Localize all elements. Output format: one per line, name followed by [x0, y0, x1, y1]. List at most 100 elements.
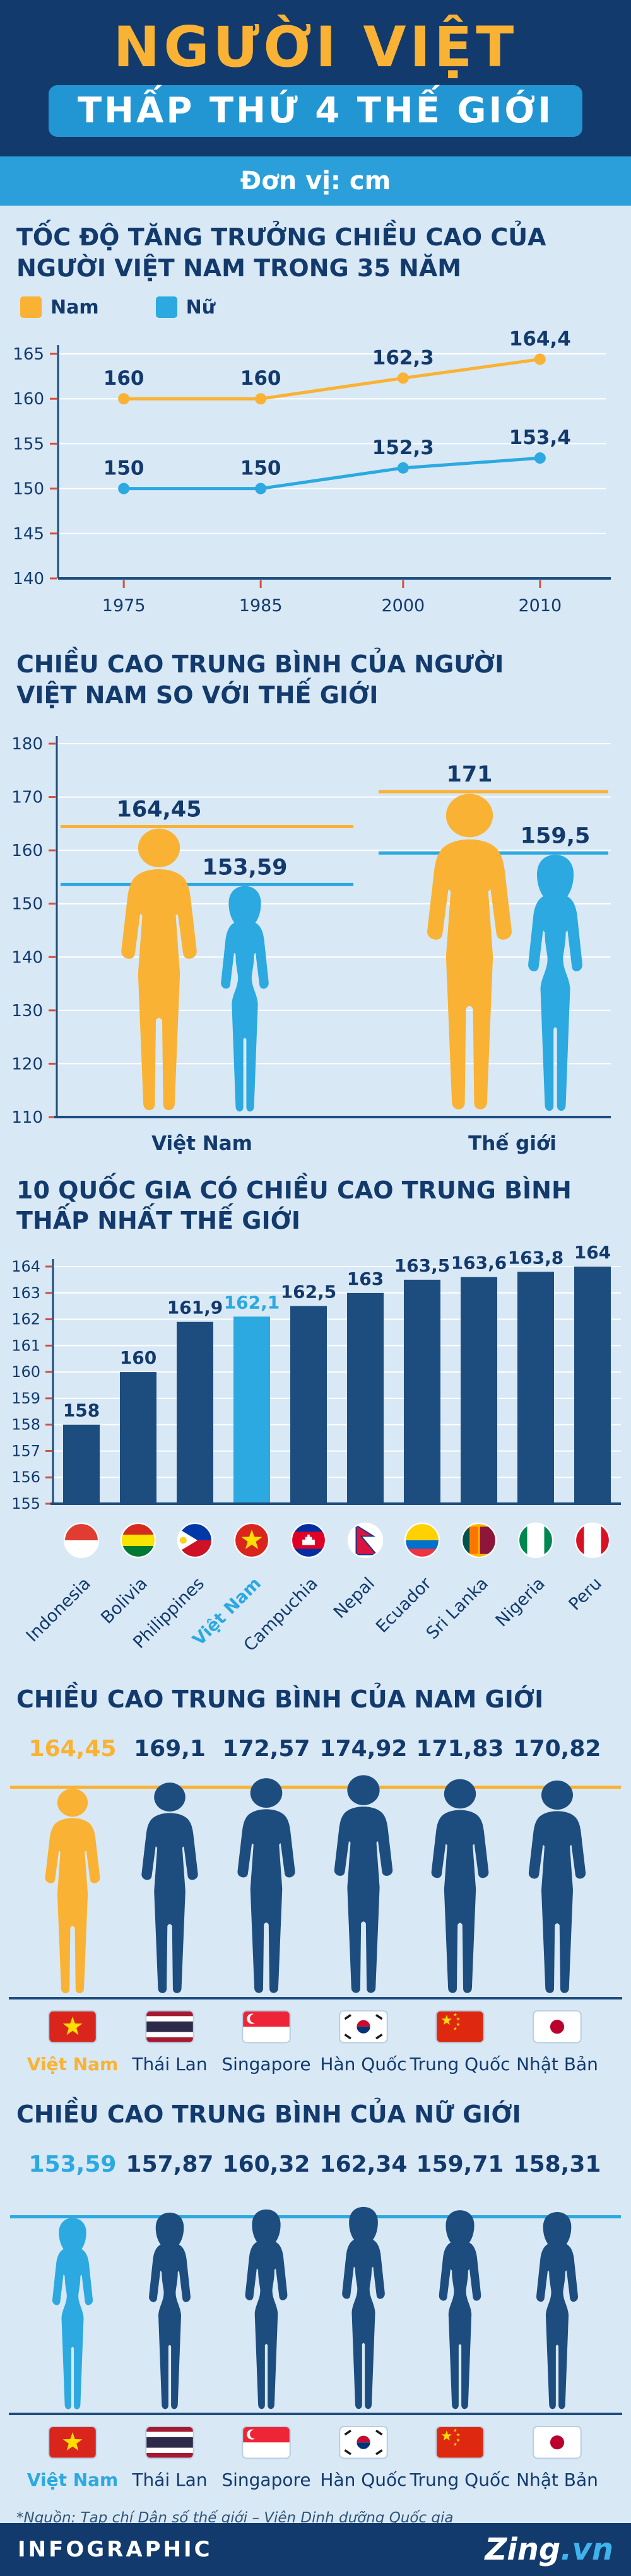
woman-figure-Nhật Bản: [536, 2211, 579, 2409]
male-value-label: 164,45: [116, 797, 201, 822]
country-label: Sri Lanka: [423, 1574, 492, 1643]
rect-shape: [146, 2037, 194, 2043]
country-label: Bolivia: [97, 1574, 151, 1628]
rect-shape: [121, 1523, 156, 1535]
data-point: [534, 353, 546, 365]
g-shape: [178, 1523, 213, 1557]
rect-shape: [375, 2449, 383, 2456]
flag-vietnam: [48, 2010, 97, 2044]
value-label: 164,45: [29, 1736, 117, 1762]
section-men-title: CHIỀU CAO TRUNG BÌNH CỦA NAM GIỚI: [16, 1684, 631, 1715]
y-tick-label: 150: [13, 480, 44, 499]
circle-shape: [179, 1537, 187, 1544]
data-label: 150: [103, 457, 144, 480]
y-tick-label: 180: [11, 735, 43, 754]
woman-figure-Thế giới: [528, 854, 582, 1111]
group-label: Việt Nam: [151, 1132, 252, 1155]
circle-shape: [517, 1522, 554, 1558]
subtitle-text: THẤP THỨ 4 THẾ GIỚI: [77, 90, 554, 132]
circle-shape: [347, 1522, 384, 1558]
rect-shape: [121, 1534, 156, 1546]
country-label: Nigeria: [492, 1574, 549, 1630]
rect-shape: [375, 2430, 383, 2436]
data-label: 162,3: [372, 347, 434, 370]
rect-shape: [64, 1523, 99, 1540]
bar-Peru: [574, 1266, 611, 1504]
y-tick-label: 110: [11, 1108, 43, 1127]
bar-value-label: 163,5: [394, 1255, 451, 1276]
path-shape: [357, 2020, 370, 2027]
value-label: 157,87: [126, 2152, 214, 2177]
rect-shape: [344, 2014, 351, 2020]
data-point: [397, 372, 409, 384]
source-note: *Nguồn: Tạp chí Dân số thế giới – Viện D…: [16, 2510, 454, 2526]
section-compare-world: CHIỀU CAO TRUNG BÌNH CỦA NGƯỜI VIỆT NAM …: [0, 638, 631, 1163]
female-value-label: 159,5: [521, 823, 591, 848]
y-tick-label: 170: [11, 788, 43, 807]
flag-philippines: [177, 1522, 213, 1558]
y-tick-label: 120: [11, 1055, 43, 1074]
woman-figure-Việt Nam: [221, 886, 269, 1111]
g-shape: [49, 2011, 97, 2043]
data-label: 152,3: [372, 436, 434, 459]
g-shape: [339, 2427, 387, 2459]
circle-shape: [404, 1522, 440, 1558]
data-point: [397, 462, 409, 474]
bar-Việt Nam: [233, 1316, 270, 1504]
value-label: 160,32: [223, 2152, 310, 2177]
country-label: Trung Quốc: [410, 2469, 510, 2490]
women-pictogram-row: 153,59 Việt Nam 157,87 Thái Lan 160,32 Singap…: [9, 2152, 622, 2490]
rect-shape: [405, 1523, 440, 1540]
footer-bar: INFOGRAPHIC Zing.vn: [0, 2523, 631, 2576]
circle-shape: [63, 1522, 100, 1558]
title-line: NGƯỜI VIỆT NAM TRONG 35 NĂM: [16, 254, 462, 282]
rect-shape: [146, 2022, 194, 2032]
zing-logo-name: Zing: [485, 2532, 561, 2567]
country-label: Việt Nam: [27, 2054, 118, 2075]
data-label: 160: [240, 367, 281, 390]
flag-southkorea: [339, 2010, 388, 2044]
section-compare-title: CHIỀU CAO TRUNG BÌNH CỦA NGƯỜI VIỆT NAM …: [16, 649, 631, 710]
y-tick-label: 140: [11, 948, 43, 967]
y-tick-label: 156: [11, 1468, 40, 1486]
country-label: Nhật Bản: [516, 2469, 598, 2490]
rect-shape: [462, 1523, 497, 1557]
data-point: [118, 393, 130, 405]
circle-shape: [290, 1522, 327, 1558]
y-tick-label: 163: [11, 1284, 40, 1302]
value-label: 170,82: [514, 1736, 601, 1762]
star-icon: [453, 2013, 457, 2017]
bar-Bolivia: [120, 1371, 156, 1504]
rect-shape: [339, 2010, 388, 2044]
rect-shape: [146, 2437, 194, 2448]
men-pictogram-row: 164,45 Việt Nam 169,1 Thái Lan 172,57 Singapo…: [9, 1736, 622, 2075]
g-shape: [242, 2011, 290, 2043]
bar-value-label: 158: [63, 1400, 100, 1420]
flag-southkorea: [339, 2425, 388, 2459]
x-tick-label: 1985: [239, 596, 283, 616]
y-tick-label: 162: [11, 1310, 40, 1328]
star-icon: [62, 2432, 83, 2451]
title-line: VIỆT NAM SO VỚI THẾ GIỚI: [16, 681, 379, 709]
legend-label: Nam: [50, 296, 99, 319]
man-figure-Hàn Quốc: [334, 1775, 393, 1993]
section-women-title: CHIỀU CAO TRUNG BÌNH CỦA NỮ GIỚI: [16, 2099, 631, 2130]
value-label: 171,83: [416, 1736, 504, 1762]
compare-pictogram-chart: 110 120 130 140 150 160 170 180 164,45 153,59 Việt…: [11, 735, 611, 1155]
rect-shape: [344, 2449, 351, 2456]
title-line: CHIỀU CAO TRUNG BÌNH CỦA NỮ GIỚI: [16, 2100, 521, 2129]
circle-shape: [574, 1522, 611, 1558]
star-icon: [453, 2428, 457, 2432]
data-point: [255, 393, 267, 405]
star-icon: [453, 2442, 457, 2446]
bar-Philippines: [177, 1321, 213, 1504]
title-line: 10 QUỐC GIA CÓ CHIỀU CAO TRUNG BÌNH: [16, 1176, 572, 1204]
flag-nigeria: [517, 1522, 554, 1558]
star-icon: [62, 2017, 83, 2035]
y-tick-label: 155: [11, 1495, 40, 1513]
circle-shape: [550, 2435, 565, 2450]
flag-peru: [574, 1522, 611, 1558]
y-tick-label: 150: [11, 894, 43, 913]
bar-Sri Lanka: [461, 1277, 497, 1504]
circle-shape: [120, 1522, 156, 1558]
